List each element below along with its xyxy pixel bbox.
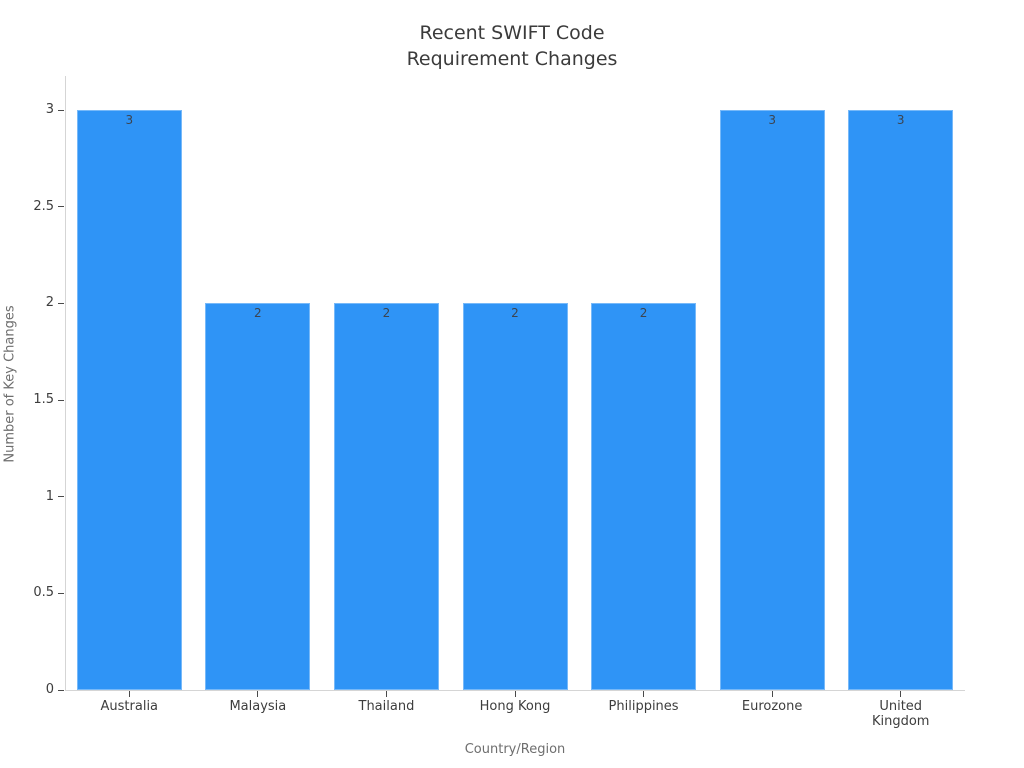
y-axis-title: Number of Key Changes xyxy=(2,305,18,463)
x-tick-label: Philippines xyxy=(608,699,679,714)
y-tick-label: 0 xyxy=(45,682,54,697)
bar: 3 xyxy=(76,110,182,690)
x-tick-mark xyxy=(128,691,130,697)
x-tick-mark xyxy=(643,691,645,697)
bar-value-label: 3 xyxy=(768,113,776,127)
y-tick-mark xyxy=(58,206,64,208)
bar: 3 xyxy=(848,110,954,690)
x-tick-mark xyxy=(257,691,259,697)
x-axis-line xyxy=(65,690,965,691)
bar: 2 xyxy=(205,303,311,690)
x-tick-label: Malaysia xyxy=(229,699,287,714)
bar-value-label: 3 xyxy=(896,113,905,127)
bar-value-label: 2 xyxy=(511,306,519,321)
x-tick-mark xyxy=(771,691,773,697)
y-tick-mark xyxy=(58,399,64,401)
y-tick-label: 2 xyxy=(45,295,54,311)
y-tick-label: 1 xyxy=(45,488,54,504)
bar: 2 xyxy=(591,303,697,690)
y-tick-mark xyxy=(58,592,64,594)
y-tick-mark xyxy=(58,496,64,498)
x-tick-mark xyxy=(385,691,387,697)
chart-title: Recent SWIFT Code Requirement Changes xyxy=(406,22,618,70)
y-axis-line xyxy=(65,76,66,690)
y-tick-mark xyxy=(58,109,64,111)
x-axis-title: Country/Region xyxy=(464,742,566,757)
x-tick-label: Australia xyxy=(100,699,159,714)
bar: 2 xyxy=(333,303,439,690)
y-tick-mark xyxy=(58,689,64,691)
x-tick-label: Eurozone xyxy=(741,699,803,714)
bar-value-label: 2 xyxy=(382,306,391,321)
y-tick-label: 3 xyxy=(45,102,54,117)
bar: 3 xyxy=(719,110,825,690)
bar-value-label: 2 xyxy=(254,306,262,321)
y-tick-label: 1.5 xyxy=(33,392,54,407)
y-tick-label: 0.5 xyxy=(33,585,54,601)
x-tick-label: Hong Kong xyxy=(479,699,551,714)
bar-value-label: 3 xyxy=(125,113,134,127)
bar: 2 xyxy=(462,303,568,690)
bar-value-label: 2 xyxy=(639,306,648,321)
y-tick-label: 2.5 xyxy=(33,198,54,214)
x-tick-mark xyxy=(900,691,902,697)
y-tick-mark xyxy=(58,302,64,304)
x-tick-label: United Kingdom xyxy=(871,699,930,729)
x-tick-label: Thailand xyxy=(358,699,415,714)
x-tick-mark xyxy=(514,691,516,697)
